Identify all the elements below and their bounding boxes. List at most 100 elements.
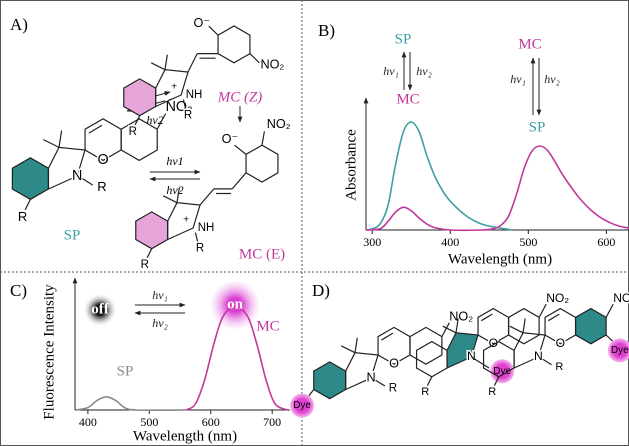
annotation: hν₂ <box>152 316 168 330</box>
atom-label: R <box>184 110 192 122</box>
x-tick-label: 400 <box>441 235 459 249</box>
atom-label: O <box>389 357 399 371</box>
atom-label: Dye <box>611 345 629 356</box>
atom-label: NH <box>186 89 203 101</box>
bond <box>200 189 214 205</box>
bond <box>543 359 552 365</box>
x-tick-label: 500 <box>519 235 537 249</box>
x-tick-label: 700 <box>263 415 281 429</box>
atom-label: N <box>72 168 82 184</box>
x-tick-label: 300 <box>363 235 381 249</box>
x-axis-label: Wavelength (nm) <box>133 428 237 444</box>
annotation: on <box>227 296 244 312</box>
bond <box>442 323 449 337</box>
bond <box>235 145 247 154</box>
bond <box>427 377 431 386</box>
atom-label: + <box>183 215 189 226</box>
atom-label: R <box>421 386 429 398</box>
annotation: off <box>91 301 109 317</box>
panel-label: A) <box>10 15 28 34</box>
atom-label: R <box>141 259 149 271</box>
x-tick-label: 400 <box>79 415 97 429</box>
ring <box>576 309 606 344</box>
bond <box>510 326 523 333</box>
annotation: hν₁ <box>510 72 526 86</box>
atom-label: NO₂ <box>267 117 291 131</box>
annotation: SP <box>529 119 546 135</box>
bond <box>232 173 246 189</box>
atom-label: R <box>97 179 106 194</box>
x-axis-label: Wavelength (nm) <box>448 251 552 267</box>
atom-label: N <box>534 349 543 363</box>
bond <box>59 131 62 148</box>
curve <box>366 122 513 230</box>
bond <box>163 196 177 203</box>
compound-label: MC (Z) <box>217 89 263 105</box>
light-label: hv2 <box>166 183 183 197</box>
annotation: MC <box>396 91 419 107</box>
annotation: hν₂ <box>416 64 432 78</box>
curve <box>366 146 629 230</box>
bond <box>606 304 613 317</box>
curve <box>76 397 187 410</box>
atom-label: R <box>555 361 563 373</box>
bond <box>376 380 385 386</box>
bond <box>262 131 264 145</box>
atom-label: R <box>129 126 137 138</box>
x-tick-label: 500 <box>140 415 158 429</box>
bond <box>151 63 165 70</box>
atom-label: R <box>18 209 27 224</box>
x-tick-label: 600 <box>597 235 615 249</box>
annotation: MC <box>518 36 541 52</box>
atom-label: NH <box>198 222 215 234</box>
light-label: hv1 <box>166 154 183 168</box>
bond <box>250 54 259 63</box>
atom-label: O <box>556 336 565 350</box>
bond <box>355 338 357 353</box>
ring <box>314 362 346 399</box>
annotation: hν₁ <box>383 64 399 78</box>
figure: A) SP MC (Z) MC (E) hv1 hv2 hv1 hv2 D) N… <box>0 0 629 446</box>
compound-label: MC (E) <box>239 246 285 262</box>
bond <box>165 55 167 70</box>
annotation: hν₂ <box>544 72 560 86</box>
compound-label: SP <box>64 227 81 243</box>
atom-label: R <box>196 243 204 255</box>
atom-label: R <box>488 386 496 398</box>
annotation: SP <box>395 31 412 47</box>
atom-label: R <box>389 382 397 394</box>
annotation: hν₁ <box>152 288 168 302</box>
bond <box>43 140 59 148</box>
annotation: SP <box>117 363 134 379</box>
atom-label: N <box>467 349 476 363</box>
ring <box>410 327 442 364</box>
atom-label: O⁻ <box>222 132 239 146</box>
ring <box>246 145 278 182</box>
ring <box>12 158 48 200</box>
atom-label: + <box>171 82 177 93</box>
panel-label: C) <box>10 281 27 300</box>
panel-label: B) <box>318 21 335 40</box>
atom-label: N <box>367 370 376 384</box>
bond <box>341 346 355 353</box>
bond <box>539 304 546 317</box>
atom-label: NO₂ <box>260 57 284 71</box>
bond <box>209 26 218 35</box>
atom-label: NO₂ <box>613 291 629 305</box>
bond <box>82 179 92 186</box>
atom-label: NO₂ <box>546 291 569 305</box>
x-tick-label: 600 <box>202 415 220 429</box>
annotation: MC <box>256 318 279 334</box>
bond <box>147 249 152 258</box>
y-axis-label: Absorbance <box>343 129 359 201</box>
atom-label: NO₂ <box>449 309 473 323</box>
atom-label: Dye <box>293 400 311 411</box>
panel-label: D) <box>312 281 330 300</box>
y-axis-label: Fluorescence Intensity <box>41 284 57 420</box>
bond <box>188 54 197 72</box>
atom-label: O <box>98 152 109 168</box>
atom-label: O⁻ <box>194 16 211 30</box>
ring <box>218 26 250 63</box>
ring <box>136 212 168 249</box>
bond <box>523 319 525 333</box>
